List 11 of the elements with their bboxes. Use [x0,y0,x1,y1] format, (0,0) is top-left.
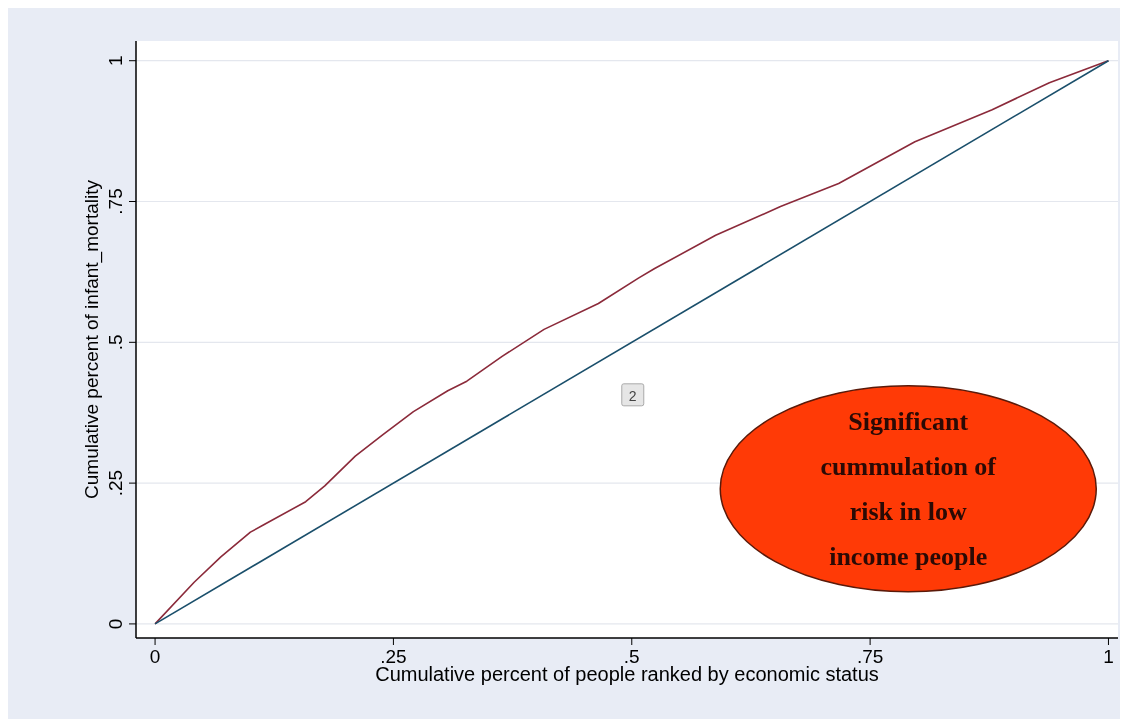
y-tick-label: 1 [105,55,126,66]
y-tick-label: 0 [105,618,126,630]
annotation: 2 [628,387,637,404]
y-tick-label: .25 [105,469,126,497]
y-axis-title: Cumulative percent of infant_mortality [81,179,103,499]
line-series [154,59,1110,625]
x-tick-label: 1 [1103,646,1114,667]
x-tick-label: 0 [149,646,161,667]
y-tick-label: .5 [105,334,126,351]
y-tick-label: .75 [105,188,126,215]
annotation: Significant cummulation of risk in low income people [820,407,997,572]
